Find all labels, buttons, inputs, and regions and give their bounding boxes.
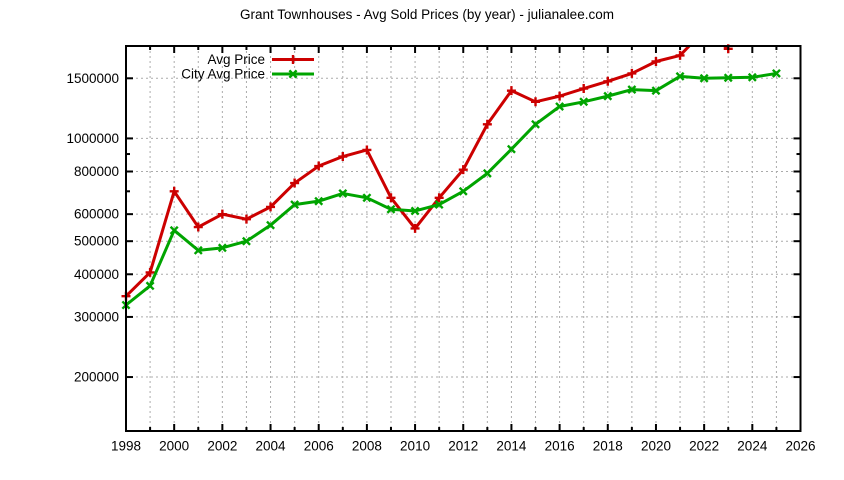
gridlines [126,46,801,431]
x-marker-icon [675,71,685,81]
x-tick-label: 2024 [737,439,768,454]
x-marker-icon [266,220,275,230]
x-tick-label: 2010 [400,439,430,454]
plus-marker-icon [338,152,348,162]
plus-marker-icon [290,178,300,188]
plus-marker-icon [145,267,155,277]
x-marker-icon [145,281,155,291]
x-marker-icon [723,73,733,83]
legend-label-avg-price: Avg Price [207,52,265,67]
plus-marker-icon [458,165,468,175]
plus-marker-icon [241,214,251,224]
y-tick-label: 500000 [74,234,119,249]
plus-marker-icon [482,119,492,129]
x-marker-icon [362,193,372,203]
plus-marker-icon [386,193,396,203]
x-marker-icon [314,196,324,206]
y-tick-label: 200000 [74,370,119,385]
plus-marker-icon [434,193,444,203]
plot-border-and-ticks [125,45,802,432]
plus-marker-icon [314,161,324,171]
x-tick-label: 2018 [593,439,623,454]
x-tick-label: 1998 [111,439,141,454]
plus-marker-icon [266,202,276,212]
plus-marker-icon [169,186,179,196]
plus-marker-icon [362,145,372,155]
x-marker-icon [458,186,468,196]
y-tick-label: 1000000 [66,131,119,146]
y-tick-label: 400000 [74,267,119,282]
y-tick-label: 300000 [74,309,119,324]
x-marker-icon [699,73,709,83]
x-marker-icon [771,68,781,78]
x-marker-icon [651,86,661,96]
x-tick-label: 2016 [545,439,575,454]
plus-marker-icon [531,97,541,107]
x-marker-icon [386,204,396,214]
plus-marker-icon [675,50,685,60]
data-point-markers [121,68,781,310]
data-point-markers [121,44,733,301]
x-tick-label: 2022 [689,439,719,454]
x-tick-label: 2004 [256,439,287,454]
x-tick-label: 2000 [159,439,189,454]
plus-marker-icon [603,76,613,86]
x-marker-icon [288,69,298,79]
axis-tick-labels: 1998 2000 2002 2004 2006 2008 2010 2012 2014 2016… [66,71,815,454]
legend-label-city-avg-price: City Avg Price [181,67,265,82]
x-marker-icon [579,97,589,107]
x-tick-label: 2012 [448,439,478,454]
plus-marker-icon [217,209,227,219]
plus-marker-icon [627,68,637,78]
plus-marker-icon [579,84,589,94]
plus-marker-icon [288,55,298,64]
x-marker-icon [290,200,300,210]
x-marker-icon [555,102,565,111]
x-marker-icon [627,85,637,95]
x-tick-label: 2002 [207,439,237,454]
plot-border [125,45,802,432]
legend-swatches [272,55,314,79]
data-series [121,44,781,310]
x-marker-icon [193,245,203,255]
y-tick-label: 1500000 [66,71,119,86]
plus-marker-icon [555,91,565,101]
x-tick-label: 2014 [496,439,527,454]
x-marker-icon [169,225,179,235]
x-marker-icon [217,243,227,253]
x-marker-icon [338,188,348,198]
x-marker-icon [747,72,757,82]
x-marker-icon [410,206,420,216]
x-marker-icon [482,168,492,178]
x-tick-label: 2026 [785,439,815,454]
plus-marker-icon [193,222,203,232]
x-tick-label: 2020 [641,439,671,454]
series-path [126,71,777,307]
legend: Avg Price City Avg Price [181,52,314,82]
y-tick-label: 800000 [74,164,119,179]
y-tick-label: 600000 [74,207,119,222]
x-marker-icon [603,91,613,101]
plus-marker-icon [410,223,420,233]
x-tick-label: 2006 [304,439,334,454]
chart-title: Grant Townhouses - Avg Sold Prices (by y… [240,7,614,22]
x-marker-icon [506,144,516,154]
x-marker-icon [434,200,444,210]
city-avg-price-line [126,71,777,307]
x-marker-icon [531,119,540,129]
x-marker-icon [241,236,251,246]
x-tick-label: 2008 [352,439,382,454]
plus-marker-icon [651,56,661,66]
plus-marker-icon [506,86,516,96]
